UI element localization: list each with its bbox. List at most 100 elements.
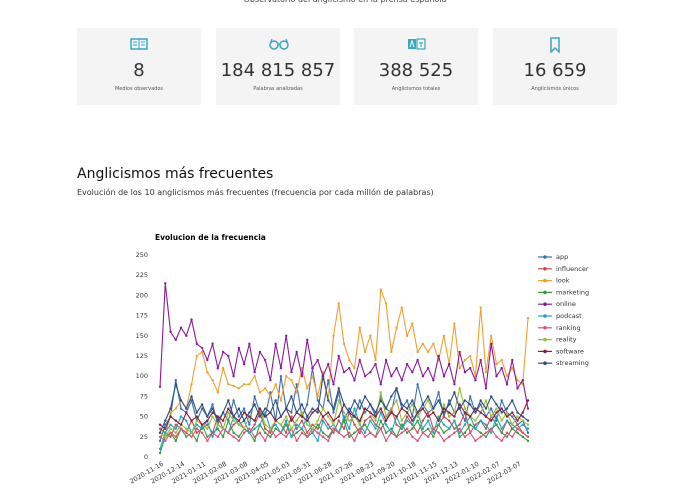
data-point xyxy=(458,435,461,438)
data-point xyxy=(279,366,283,370)
data-point xyxy=(300,427,304,430)
data-point xyxy=(316,423,319,426)
data-point xyxy=(358,419,361,422)
data-point xyxy=(458,350,461,354)
data-point xyxy=(248,383,251,386)
data-point xyxy=(526,427,530,430)
data-point xyxy=(353,399,356,402)
data-point xyxy=(337,415,340,418)
data-point xyxy=(242,419,246,422)
data-point xyxy=(348,358,351,362)
data-point xyxy=(426,435,430,438)
data-point xyxy=(169,431,172,434)
data-point xyxy=(232,384,235,388)
data-point xyxy=(279,399,283,402)
stat-value: 16 659 xyxy=(523,60,587,81)
data-point xyxy=(390,407,393,410)
data-point xyxy=(327,362,330,366)
data-point xyxy=(316,431,319,434)
data-point xyxy=(416,415,419,418)
y-tick-label: 125 xyxy=(136,352,148,360)
data-point xyxy=(468,415,472,418)
data-point xyxy=(174,423,177,426)
data-point xyxy=(379,411,382,414)
data-point xyxy=(432,431,435,434)
data-point xyxy=(290,415,293,418)
data-point xyxy=(221,419,225,422)
data-point xyxy=(206,439,209,443)
legend-swatch xyxy=(543,326,547,330)
data-point xyxy=(237,423,241,426)
legend-label: software xyxy=(556,347,584,355)
data-point xyxy=(416,383,419,386)
data-point xyxy=(227,399,230,402)
data-point xyxy=(426,411,430,414)
data-point xyxy=(295,423,298,426)
data-point xyxy=(442,423,446,426)
data-point xyxy=(395,366,398,370)
data-point xyxy=(211,431,214,434)
data-point xyxy=(474,419,477,422)
data-point xyxy=(306,419,309,422)
data-point xyxy=(353,407,356,410)
data-point xyxy=(384,358,388,362)
data-point xyxy=(358,326,361,329)
data-point xyxy=(405,419,409,422)
page-subtitle: Observatorio del anglicismo en la prensa… xyxy=(0,0,680,4)
data-point xyxy=(258,350,262,354)
data-point xyxy=(521,435,524,438)
data-point xyxy=(242,427,246,430)
data-point xyxy=(253,439,256,443)
data-point xyxy=(437,391,440,394)
data-point xyxy=(405,411,409,414)
data-point xyxy=(505,411,509,414)
data-point xyxy=(447,415,451,418)
stat-value: 388 525 xyxy=(378,60,454,81)
data-point xyxy=(190,383,193,386)
data-point xyxy=(400,306,404,309)
data-point xyxy=(363,435,367,438)
data-point xyxy=(479,435,482,438)
legend-swatch xyxy=(543,302,547,307)
data-point xyxy=(358,431,361,434)
data-point xyxy=(300,411,304,414)
data-point xyxy=(505,383,509,386)
data-point xyxy=(306,431,309,434)
data-point xyxy=(511,358,514,362)
data-point xyxy=(158,435,162,438)
data-point xyxy=(400,431,404,434)
data-point xyxy=(505,431,509,434)
data-point xyxy=(479,431,482,434)
data-point xyxy=(369,334,372,337)
data-point xyxy=(311,375,314,378)
data-point xyxy=(426,419,430,422)
data-point xyxy=(295,391,298,394)
stat-card: 388 525 Anglicismos totales xyxy=(354,28,478,105)
data-point xyxy=(453,391,456,394)
data-point xyxy=(458,427,461,430)
data-point xyxy=(411,370,414,374)
data-point xyxy=(274,399,277,402)
data-point xyxy=(269,435,272,438)
stat-label: Anglicismos totales xyxy=(391,86,441,92)
data-point xyxy=(253,375,256,378)
data-point xyxy=(490,415,493,418)
data-point xyxy=(337,419,340,422)
data-point xyxy=(327,423,330,426)
data-point xyxy=(379,407,382,410)
data-point xyxy=(179,415,183,418)
data-point xyxy=(169,411,172,414)
data-point xyxy=(453,411,456,414)
data-point xyxy=(332,427,335,430)
data-point xyxy=(511,423,514,426)
data-point xyxy=(253,370,256,374)
data-point xyxy=(358,399,361,402)
data-point xyxy=(195,354,198,358)
legend-swatch xyxy=(543,361,547,366)
y-tick-label: 0 xyxy=(144,453,148,461)
data-point xyxy=(374,415,377,418)
stat-card: 184 815 857 Palabras analizadas xyxy=(216,28,340,105)
data-point xyxy=(174,427,177,430)
data-point xyxy=(453,427,456,430)
